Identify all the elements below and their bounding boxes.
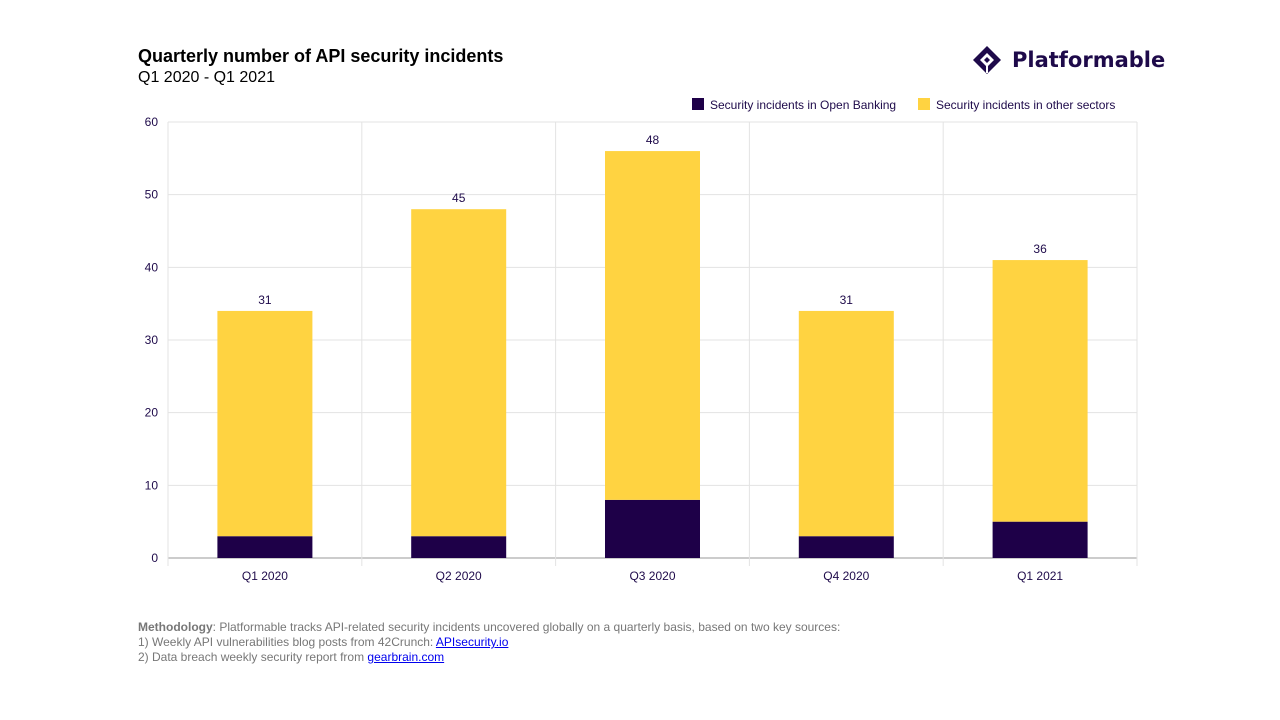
bar-other-sectors: [605, 151, 700, 500]
legend-label: Security incidents in Open Banking: [710, 98, 896, 112]
source1-text: 1) Weekly API vulnerabilities blog posts…: [138, 635, 436, 649]
bar-open-banking: [798, 536, 894, 558]
data-label: 48: [646, 133, 660, 147]
bar-other-sectors: [411, 209, 507, 537]
source2-text: 2) Data breach weekly security report fr…: [138, 650, 368, 664]
y-tick-label: 30: [145, 333, 159, 347]
data-label: 36: [1033, 242, 1047, 256]
y-tick-label: 10: [145, 478, 159, 492]
x-tick-label: Q4 2020: [823, 569, 869, 583]
methodology-label: Methodology: [138, 620, 213, 634]
gearbrain-link[interactable]: gearbrain.com: [367, 650, 445, 664]
data-label: 31: [840, 293, 854, 307]
legend-label: Security incidents in other sectors: [936, 98, 1115, 112]
data-label: 31: [258, 293, 272, 307]
bar-other-sectors: [798, 310, 894, 537]
methodology-footer: Methodology: Platformable tracks API-rel…: [138, 620, 840, 665]
apisecurity-link[interactable]: APIsecurity.io: [435, 635, 509, 649]
bar-open-banking: [605, 499, 700, 558]
logo-text: Platformable: [1012, 48, 1166, 72]
x-tick-label: Q3 2020: [629, 569, 675, 583]
y-tick-label: 40: [145, 260, 159, 274]
x-tick-label: Q2 2020: [436, 569, 482, 583]
methodology-text: : Platformable tracks API-related securi…: [212, 620, 841, 634]
bar-open-banking: [992, 521, 1088, 558]
bar-open-banking: [217, 536, 313, 558]
legend-swatch: [692, 98, 704, 110]
legend-swatch: [918, 98, 930, 110]
logo-diamond-icon: [973, 46, 1001, 74]
platformable-logo: Platformable: [972, 45, 1165, 75]
bar-open-banking: [411, 536, 507, 558]
data-label: 45: [452, 191, 466, 205]
x-tick-label: Q1 2021: [1017, 569, 1063, 583]
x-tick-label: Q1 2020: [242, 569, 288, 583]
chart-title: Quarterly number of API security inciden…: [138, 46, 504, 66]
chart-subtitle: Q1 2020 - Q1 2021: [138, 69, 275, 86]
y-tick-label: 20: [145, 406, 159, 420]
y-tick-label: 50: [145, 188, 159, 202]
bar-other-sectors: [992, 260, 1088, 522]
bar-other-sectors: [217, 310, 313, 537]
y-tick-label: 0: [151, 551, 158, 565]
y-tick-label: 60: [145, 115, 159, 129]
